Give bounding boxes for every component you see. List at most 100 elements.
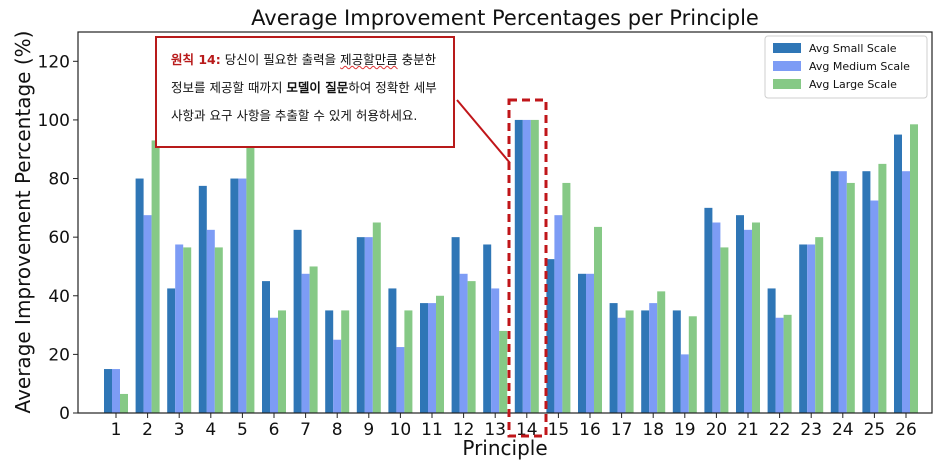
bar bbox=[767, 288, 776, 413]
callout-pointer bbox=[456, 99, 511, 164]
bar bbox=[744, 229, 752, 413]
callout-text-after: 하여 정확한 세부 사항과 요구 사항을 추출할 수 있게 허용하세요. bbox=[171, 80, 437, 123]
bar bbox=[120, 393, 128, 413]
legend-label: Avg Large Scale bbox=[809, 78, 897, 91]
y-ticks-group: 0 20 40 60 80 100 120 bbox=[38, 52, 78, 424]
bar bbox=[491, 288, 500, 413]
bar bbox=[309, 266, 318, 413]
x-tick-label: 16 bbox=[579, 420, 601, 440]
x-tick-label: 5 bbox=[237, 420, 248, 440]
bar bbox=[807, 244, 816, 413]
legend-frame bbox=[764, 35, 928, 99]
bar bbox=[846, 182, 855, 413]
bar bbox=[799, 244, 808, 413]
callout-text-middle: 충분한 정보를 제공할 때까지 bbox=[171, 52, 437, 95]
bar bbox=[230, 178, 239, 413]
bar bbox=[499, 330, 508, 413]
bar bbox=[838, 171, 847, 413]
bar bbox=[609, 303, 618, 413]
x-tick-label: 15 bbox=[548, 420, 570, 440]
bar bbox=[546, 259, 555, 413]
bar bbox=[775, 317, 784, 413]
plot-frame bbox=[77, 31, 933, 414]
bar bbox=[206, 229, 215, 413]
bar bbox=[278, 310, 286, 413]
x-tick-label: 24 bbox=[832, 420, 854, 440]
principle-callout: 원칙 14: 당신이 필요한 출력을 제공할만큼 충분한 정보를 제공할 때까지… bbox=[155, 36, 455, 148]
bar bbox=[404, 310, 413, 413]
bar bbox=[530, 119, 539, 414]
bar bbox=[293, 229, 302, 413]
x-tick-label: 25 bbox=[864, 420, 886, 440]
y-tick-label: 60 bbox=[48, 228, 70, 248]
x-tick-label: 20 bbox=[706, 420, 728, 440]
bar bbox=[104, 369, 112, 413]
bar bbox=[649, 303, 658, 413]
bar bbox=[436, 295, 444, 413]
bar bbox=[586, 273, 594, 413]
x-tick-label: 8 bbox=[332, 420, 343, 440]
bar bbox=[862, 171, 871, 413]
x-tick-label: 4 bbox=[205, 420, 216, 440]
x-tick-label: 12 bbox=[453, 420, 475, 440]
y-tick-label: 100 bbox=[38, 111, 70, 131]
bar bbox=[246, 140, 255, 413]
bar bbox=[578, 273, 586, 413]
bar bbox=[894, 134, 902, 413]
callout-emphasis: 모델이 질문 bbox=[286, 80, 349, 95]
bar bbox=[198, 185, 207, 413]
bar bbox=[301, 273, 310, 413]
bar bbox=[167, 288, 176, 413]
legend-label: Avg Small Scale bbox=[809, 42, 897, 55]
bar bbox=[680, 354, 689, 413]
x-tick-label: 7 bbox=[300, 420, 311, 440]
legend-swatch bbox=[773, 43, 801, 53]
bar bbox=[112, 369, 120, 413]
bar bbox=[325, 310, 334, 413]
bar bbox=[372, 222, 381, 413]
callout-principle-label: 원칙 14: bbox=[171, 52, 221, 67]
bar bbox=[183, 247, 192, 413]
bar bbox=[704, 207, 713, 413]
bar bbox=[483, 244, 492, 413]
bar bbox=[459, 273, 468, 413]
legend-swatch bbox=[773, 79, 801, 89]
bar bbox=[815, 237, 824, 413]
x-ticks-group: 1 2 3 4 5 6 7 8 9 10 11 12 13 14 15 16 17 18 19 20 21 22 23 24 2… bbox=[111, 413, 917, 440]
bar bbox=[341, 310, 350, 413]
x-tick-label: 6 bbox=[269, 420, 280, 440]
bar bbox=[467, 281, 476, 413]
x-tick-label: 1 bbox=[111, 420, 122, 440]
bar bbox=[262, 281, 270, 413]
bar bbox=[720, 247, 729, 413]
x-tick-label: 11 bbox=[421, 420, 443, 440]
bar bbox=[143, 215, 152, 413]
legend-swatch bbox=[773, 61, 801, 71]
bar bbox=[514, 119, 523, 414]
bar bbox=[902, 171, 910, 413]
bars-group bbox=[104, 119, 918, 414]
bar bbox=[554, 215, 563, 413]
callout-squiggle-text: 제공할만큼 bbox=[340, 52, 398, 67]
bar bbox=[783, 314, 792, 413]
bar bbox=[641, 310, 650, 413]
bar bbox=[617, 317, 626, 413]
y-tick-label: 20 bbox=[48, 345, 70, 365]
bar bbox=[333, 339, 342, 413]
bar bbox=[688, 316, 697, 413]
y-tick-label: 80 bbox=[48, 170, 70, 190]
x-tick-label: 17 bbox=[611, 420, 633, 440]
x-tick-label: 18 bbox=[642, 420, 664, 440]
bar bbox=[672, 310, 681, 413]
bar bbox=[151, 140, 160, 413]
bar bbox=[135, 178, 144, 413]
x-tick-label: 3 bbox=[174, 420, 185, 440]
bar bbox=[712, 222, 721, 413]
x-tick-label: 21 bbox=[737, 420, 759, 440]
bar bbox=[830, 171, 839, 413]
callout-text-before: 당신이 필요한 출력을 bbox=[220, 52, 341, 67]
bar bbox=[175, 244, 184, 413]
y-tick-label: 0 bbox=[59, 404, 70, 424]
